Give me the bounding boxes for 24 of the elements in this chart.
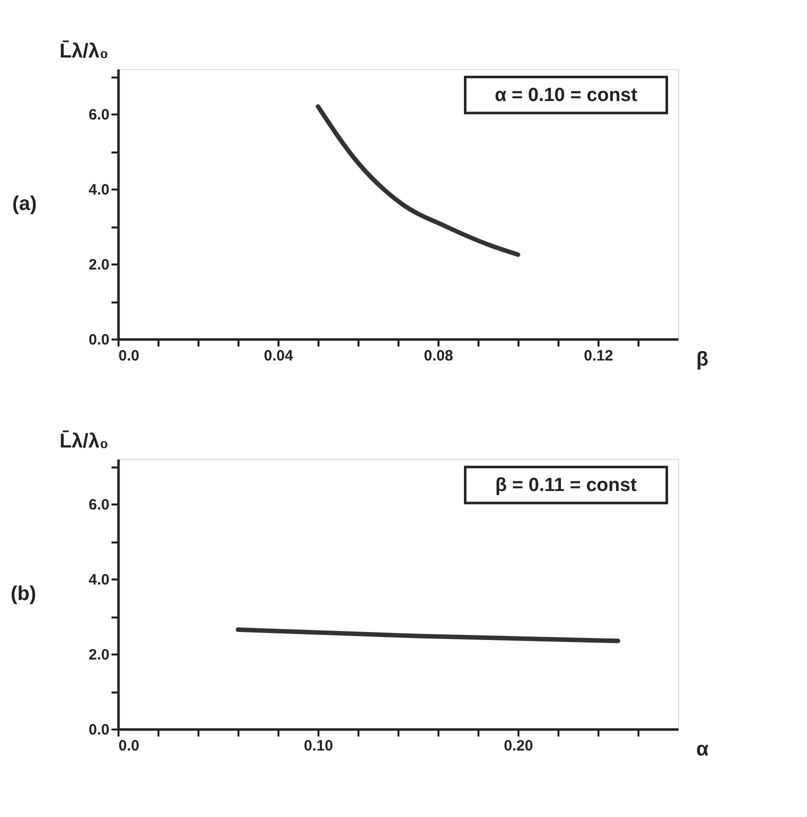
y-axis-title: L̄λ/λ₀ [59, 430, 108, 452]
x-tick-label: 0.0 [118, 738, 140, 754]
text: (a) [12, 193, 37, 215]
y-tick-label: 6.0 [88, 106, 110, 124]
line-series [316, 104, 520, 257]
text: (b) [10, 583, 36, 605]
x-axis-title: α [696, 738, 710, 760]
y-tick-label: 4.0 [88, 182, 110, 198]
x-tick-label: 0.04 [264, 348, 294, 364]
annotation: β = 0.11 = const [495, 475, 638, 496]
x-tick-label: 0.08 [424, 348, 454, 364]
x-tick-label: 0.0 [118, 348, 140, 364]
x-tick-label: 0.12 [584, 348, 614, 364]
x-axis-title: β [696, 348, 708, 370]
y-tick-label: 2.0 [88, 646, 110, 664]
y-tick-label: 6.0 [88, 496, 110, 514]
y-tick-label: 0.0 [88, 332, 110, 348]
y-axis-title: L̄λ/λ₀ [59, 40, 108, 62]
annotation: α = 0.10 = const [494, 85, 638, 106]
x-tick-label: 0.20 [504, 738, 534, 754]
y-tick-label: 4.0 [88, 572, 110, 588]
y-tick-label: 0.0 [88, 722, 110, 738]
x-tick-label: 0.10 [304, 738, 334, 754]
y-tick-label: 2.0 [88, 256, 110, 274]
